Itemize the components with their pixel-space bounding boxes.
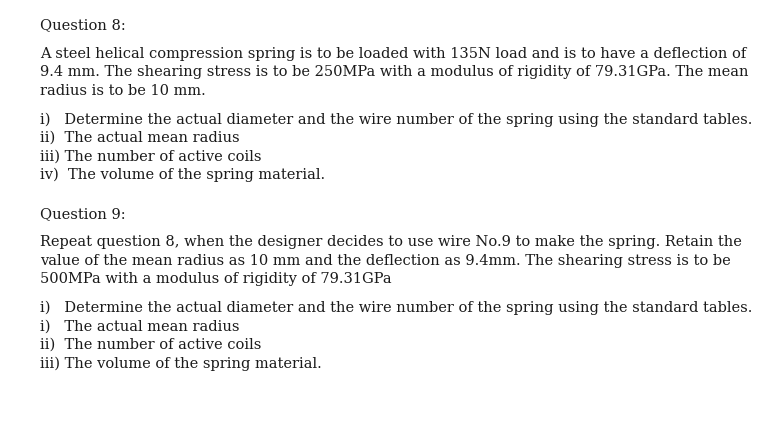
Text: i)   Determine the actual diameter and the wire number of the spring using the s: i) Determine the actual diameter and the… [40, 112, 752, 127]
Text: i)   Determine the actual diameter and the wire number of the spring using the s: i) Determine the actual diameter and the… [40, 301, 752, 316]
Text: 500MPa with a modulus of rigidity of 79.31GPa: 500MPa with a modulus of rigidity of 79.… [40, 272, 392, 286]
Text: Repeat question 8, when the designer decides to use wire No.9 to make the spring: Repeat question 8, when the designer dec… [40, 236, 741, 249]
Text: value of the mean radius as 10 mm and the deflection as 9.4mm. The shearing stre: value of the mean radius as 10 mm and th… [40, 254, 731, 268]
Text: i)   The actual mean radius: i) The actual mean radius [40, 320, 239, 334]
Text: iii) The number of active coils: iii) The number of active coils [40, 149, 262, 164]
Text: ii)  The actual mean radius: ii) The actual mean radius [40, 131, 240, 145]
Text: iii) The volume of the spring material.: iii) The volume of the spring material. [40, 357, 322, 371]
Text: radius is to be 10 mm.: radius is to be 10 mm. [40, 84, 206, 98]
Text: 9.4 mm. The shearing stress is to be 250MPa with a modulus of rigidity of 79.31G: 9.4 mm. The shearing stress is to be 250… [40, 65, 748, 79]
Text: ii)  The number of active coils: ii) The number of active coils [40, 338, 262, 352]
Text: iv)  The volume of the spring material.: iv) The volume of the spring material. [40, 168, 325, 182]
Text: Question 8:: Question 8: [40, 18, 125, 32]
Text: A steel helical compression spring is to be loaded with 135N load and is to have: A steel helical compression spring is to… [40, 47, 746, 61]
Text: Question 9:: Question 9: [40, 207, 125, 221]
